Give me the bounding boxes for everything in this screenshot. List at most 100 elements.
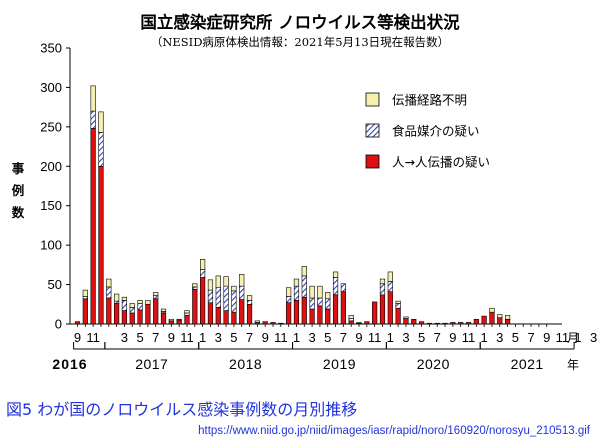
month-tick-label: 1 <box>387 330 394 345</box>
year-unit-label: 年 <box>567 358 579 372</box>
y-tick-label: 100 <box>40 238 62 253</box>
bar-segment-food <box>379 283 386 296</box>
bar-segment-unknown <box>403 316 409 319</box>
year-label: 2020 <box>417 356 450 372</box>
month-tick-label: 11 <box>368 330 382 345</box>
year-label: 2016 <box>52 356 87 372</box>
bar-segment-food <box>301 275 307 298</box>
bar-segment-person <box>504 318 511 325</box>
month-tick-label: 3 <box>215 330 222 345</box>
bar-segment-person <box>90 128 96 325</box>
month-tick-label: 1 <box>199 330 206 345</box>
bar-segment-food <box>184 312 190 316</box>
month-tick-label: 9 <box>262 330 269 345</box>
bar-segment-unknown <box>168 318 174 322</box>
bar-segment-person <box>293 300 300 325</box>
bar-segment-person <box>473 318 479 325</box>
axes-group <box>66 47 575 350</box>
bar-segment-food <box>332 277 339 296</box>
month-tick-label: 7 <box>527 330 534 345</box>
bars-group <box>74 85 511 325</box>
month-tick-label: 5 <box>418 330 425 345</box>
bar-segment-food <box>137 303 143 311</box>
month-tick-label: 1 <box>293 330 300 345</box>
y-tick-label: 50 <box>48 277 62 292</box>
month-tick-label: 5 <box>136 330 143 345</box>
month-tick-label: 11 <box>556 330 570 345</box>
legend-swatch-person <box>365 154 380 169</box>
month-tick-label: 9 <box>168 330 175 345</box>
bar-segment-food <box>192 286 198 290</box>
bar-segment-person <box>168 320 174 325</box>
bar-segment-person <box>497 317 503 325</box>
bar-segment-food <box>246 300 253 305</box>
bar-segment-unknown <box>129 303 135 308</box>
bar-segment-person <box>176 319 182 325</box>
bar-segment-unknown <box>489 307 495 313</box>
bar-segment-unknown <box>137 300 143 304</box>
year-label: 2019 <box>323 356 356 372</box>
bar-segment-food <box>317 297 323 307</box>
year-label: 2021 <box>511 356 544 372</box>
bar-segment-food <box>325 298 331 310</box>
bar-segment-unknown <box>286 287 292 297</box>
bar-segment-food <box>239 285 245 300</box>
bar-segment-person <box>442 322 448 325</box>
bar-segment-person <box>160 312 167 325</box>
month-tick-label: 7 <box>434 330 441 345</box>
bar-segment-person <box>372 301 378 325</box>
bar-segment-person <box>434 322 440 325</box>
bar-segment-unknown <box>192 283 198 288</box>
bar-segment-person <box>301 296 307 325</box>
bar-segment-food <box>309 297 315 310</box>
bar-segment-person <box>239 299 245 325</box>
month-tick-label: 5 <box>324 330 331 345</box>
bar-segment-person <box>207 302 214 325</box>
bar-segment-person <box>317 305 323 325</box>
bar-segment-food <box>387 281 393 292</box>
bar-segment-person <box>395 307 401 325</box>
y-axis-label-char: 数 <box>11 205 25 220</box>
month-tick-label: 5 <box>512 330 519 345</box>
bar-segment-food <box>223 285 229 311</box>
bar-segment-unknown <box>160 308 167 312</box>
y-tick-label: 0 <box>55 317 62 332</box>
month-tick-label: 3 <box>308 330 315 345</box>
bar-segment-person <box>192 289 198 325</box>
bar-segment-unknown <box>301 266 307 277</box>
bar-segment-person <box>387 291 393 325</box>
bar-segment-person <box>145 303 151 325</box>
y-tick-label: 350 <box>40 41 62 56</box>
bar-segment-unknown <box>254 320 260 323</box>
month-tick-label: 3 <box>496 330 503 345</box>
bar-segment-food <box>215 287 221 308</box>
bar-segment-food <box>286 296 292 304</box>
bar-segment-person <box>82 298 88 325</box>
bar-segment-person <box>481 315 487 325</box>
year-label: 2018 <box>229 356 262 372</box>
bar-segment-food <box>153 295 159 300</box>
bar-segment-unknown <box>231 285 237 292</box>
bar-segment-food <box>82 296 88 300</box>
bar-segment-person <box>114 303 120 325</box>
bar-segment-unknown <box>90 85 96 112</box>
bar-segment-person <box>200 277 206 325</box>
bar-segment-food <box>293 285 300 301</box>
bar-segment-person <box>418 321 425 325</box>
bar-segment-unknown <box>309 285 315 299</box>
bar-segment-person <box>246 303 253 325</box>
y-tick-label: 200 <box>40 159 62 174</box>
bar-segment-unknown <box>153 292 159 296</box>
bar-segment-unknown <box>246 295 253 301</box>
bar-segment-person <box>98 165 104 325</box>
month-tick-label: 5 <box>230 330 237 345</box>
month-tick-label: 7 <box>246 330 253 345</box>
month-tick-label: 1 <box>481 330 488 345</box>
month-tick-label: 9 <box>449 330 456 345</box>
legend-swatch-food <box>365 123 380 138</box>
legend-swatch-unknown <box>365 92 380 107</box>
bar-segment-person <box>403 318 409 325</box>
month-tick-label: 7 <box>340 330 347 345</box>
